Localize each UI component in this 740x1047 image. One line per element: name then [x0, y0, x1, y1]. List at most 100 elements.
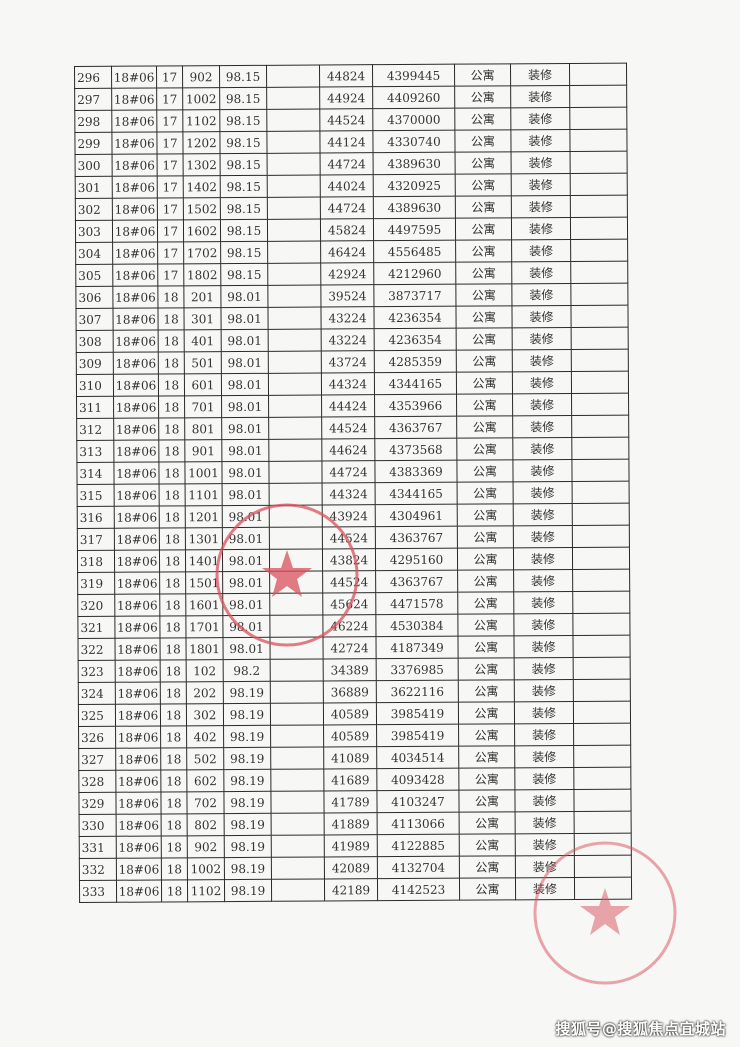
blank-cell	[269, 526, 323, 550]
decoration-cell: 装修	[513, 481, 573, 504]
room-cell: 701	[184, 395, 222, 418]
room-cell: 402	[186, 725, 224, 748]
room-cell: 1802	[183, 263, 221, 286]
room-cell: 1201	[185, 505, 223, 528]
room-cell: 802	[187, 813, 225, 836]
remark-cell	[573, 723, 631, 746]
remark-cell	[572, 525, 630, 548]
area-cell: 98.19	[223, 725, 271, 748]
remark-cell	[574, 833, 632, 856]
area-cell: 98.15	[219, 131, 268, 154]
area-cell: 98.01	[222, 637, 271, 660]
building-cell: 18#06	[112, 197, 158, 221]
property-type-cell: 公寓	[457, 481, 514, 505]
decoration-cell: 装修	[514, 723, 574, 746]
blank-cell	[270, 680, 324, 704]
property-type-cell: 公寓	[458, 767, 515, 791]
building-cell: 18#06	[113, 417, 159, 441]
total-price-cell: 4212960	[373, 262, 456, 285]
unit-price-cell: 44324	[321, 372, 375, 395]
blank-cell	[270, 724, 324, 748]
property-type-cell: 公寓	[455, 173, 512, 197]
total-price-cell: 4370000	[372, 108, 455, 131]
row-number-cell: 308	[76, 330, 114, 353]
floor-cell: 17	[157, 197, 184, 220]
blank-cell	[268, 372, 322, 396]
total-price-cell: 4295160	[375, 548, 458, 571]
room-cell: 202	[186, 681, 224, 704]
area-cell: 98.19	[223, 791, 272, 814]
floor-cell: 18	[158, 395, 185, 418]
blank-cell	[267, 196, 321, 220]
decoration-cell: 装修	[512, 415, 572, 438]
area-cell: 98.19	[224, 813, 272, 836]
decoration-cell: 装修	[510, 129, 571, 152]
blank-cell	[266, 86, 320, 110]
remark-cell	[569, 107, 627, 130]
room-cell: 602	[186, 769, 224, 792]
row-number-cell: 298	[74, 110, 112, 133]
room-cell: 502	[186, 747, 224, 770]
area-cell: 98.01	[222, 549, 270, 572]
unit-price-cell: 43924	[322, 504, 376, 527]
unit-price-cell: 43824	[322, 548, 376, 571]
room-cell: 801	[184, 417, 222, 440]
decoration-cell: 装修	[511, 217, 571, 240]
property-type-cell: 公寓	[458, 657, 515, 681]
row-number-cell: 327	[78, 748, 116, 771]
total-price-cell: 4344165	[375, 482, 458, 505]
row-number-cell: 324	[78, 682, 116, 705]
total-price-cell: 3985419	[376, 702, 459, 725]
decoration-cell: 装修	[513, 591, 573, 614]
property-type-cell: 公寓	[455, 305, 513, 329]
decoration-cell: 装修	[511, 195, 571, 218]
total-price-cell: 4399445	[372, 64, 455, 87]
remark-cell	[570, 305, 629, 328]
property-type-cell: 公寓	[455, 195, 512, 219]
building-cell: 18#06	[112, 153, 158, 177]
building-cell: 18#06	[112, 285, 158, 309]
total-price-cell: 4236354	[374, 328, 457, 351]
decoration-cell: 装修	[512, 371, 572, 394]
floor-cell: 18	[160, 703, 187, 726]
blank-cell	[269, 504, 323, 528]
property-type-cell: 公寓	[456, 415, 513, 439]
total-price-cell: 4034514	[376, 746, 459, 769]
building-cell: 18#06	[114, 615, 160, 639]
area-cell: 98.01	[222, 571, 270, 594]
blank-cell	[271, 812, 325, 836]
unit-price-cell: 40589	[323, 724, 377, 747]
property-type-cell: 公寓	[457, 635, 515, 659]
row-number-cell: 331	[79, 836, 117, 859]
unit-price-cell: 43224	[321, 328, 375, 351]
total-price-cell: 4103247	[376, 790, 460, 813]
unit-price-cell: 44324	[322, 482, 376, 505]
remark-cell	[570, 217, 628, 240]
decoration-cell: 装修	[510, 107, 570, 130]
room-cell: 601	[184, 373, 222, 396]
remark-cell	[572, 503, 630, 526]
room-cell: 1001	[184, 461, 223, 484]
area-cell: 98.01	[221, 395, 269, 418]
area-cell: 98.2	[223, 659, 271, 682]
area-cell: 98.15	[220, 153, 268, 176]
floor-cell: 18	[159, 549, 186, 572]
blank-cell	[269, 636, 324, 660]
building-cell: 18#06	[114, 637, 161, 661]
room-cell: 1402	[183, 175, 221, 198]
remark-cell	[573, 767, 631, 790]
row-number-cell: 318	[77, 550, 115, 573]
floor-cell: 18	[158, 439, 185, 462]
row-number-cell: 313	[76, 440, 114, 463]
total-price-cell: 4285359	[374, 350, 457, 373]
total-price-cell: 4320925	[373, 174, 456, 197]
row-number-cell: 302	[75, 198, 113, 221]
remark-cell	[571, 327, 629, 350]
remark-cell	[571, 393, 629, 416]
property-type-cell: 公寓	[455, 283, 512, 307]
room-cell: 1101	[185, 483, 223, 506]
floor-cell: 18	[159, 637, 187, 660]
row-number-cell: 326	[78, 726, 116, 749]
blank-cell	[269, 548, 323, 572]
floor-cell: 18	[157, 285, 184, 308]
